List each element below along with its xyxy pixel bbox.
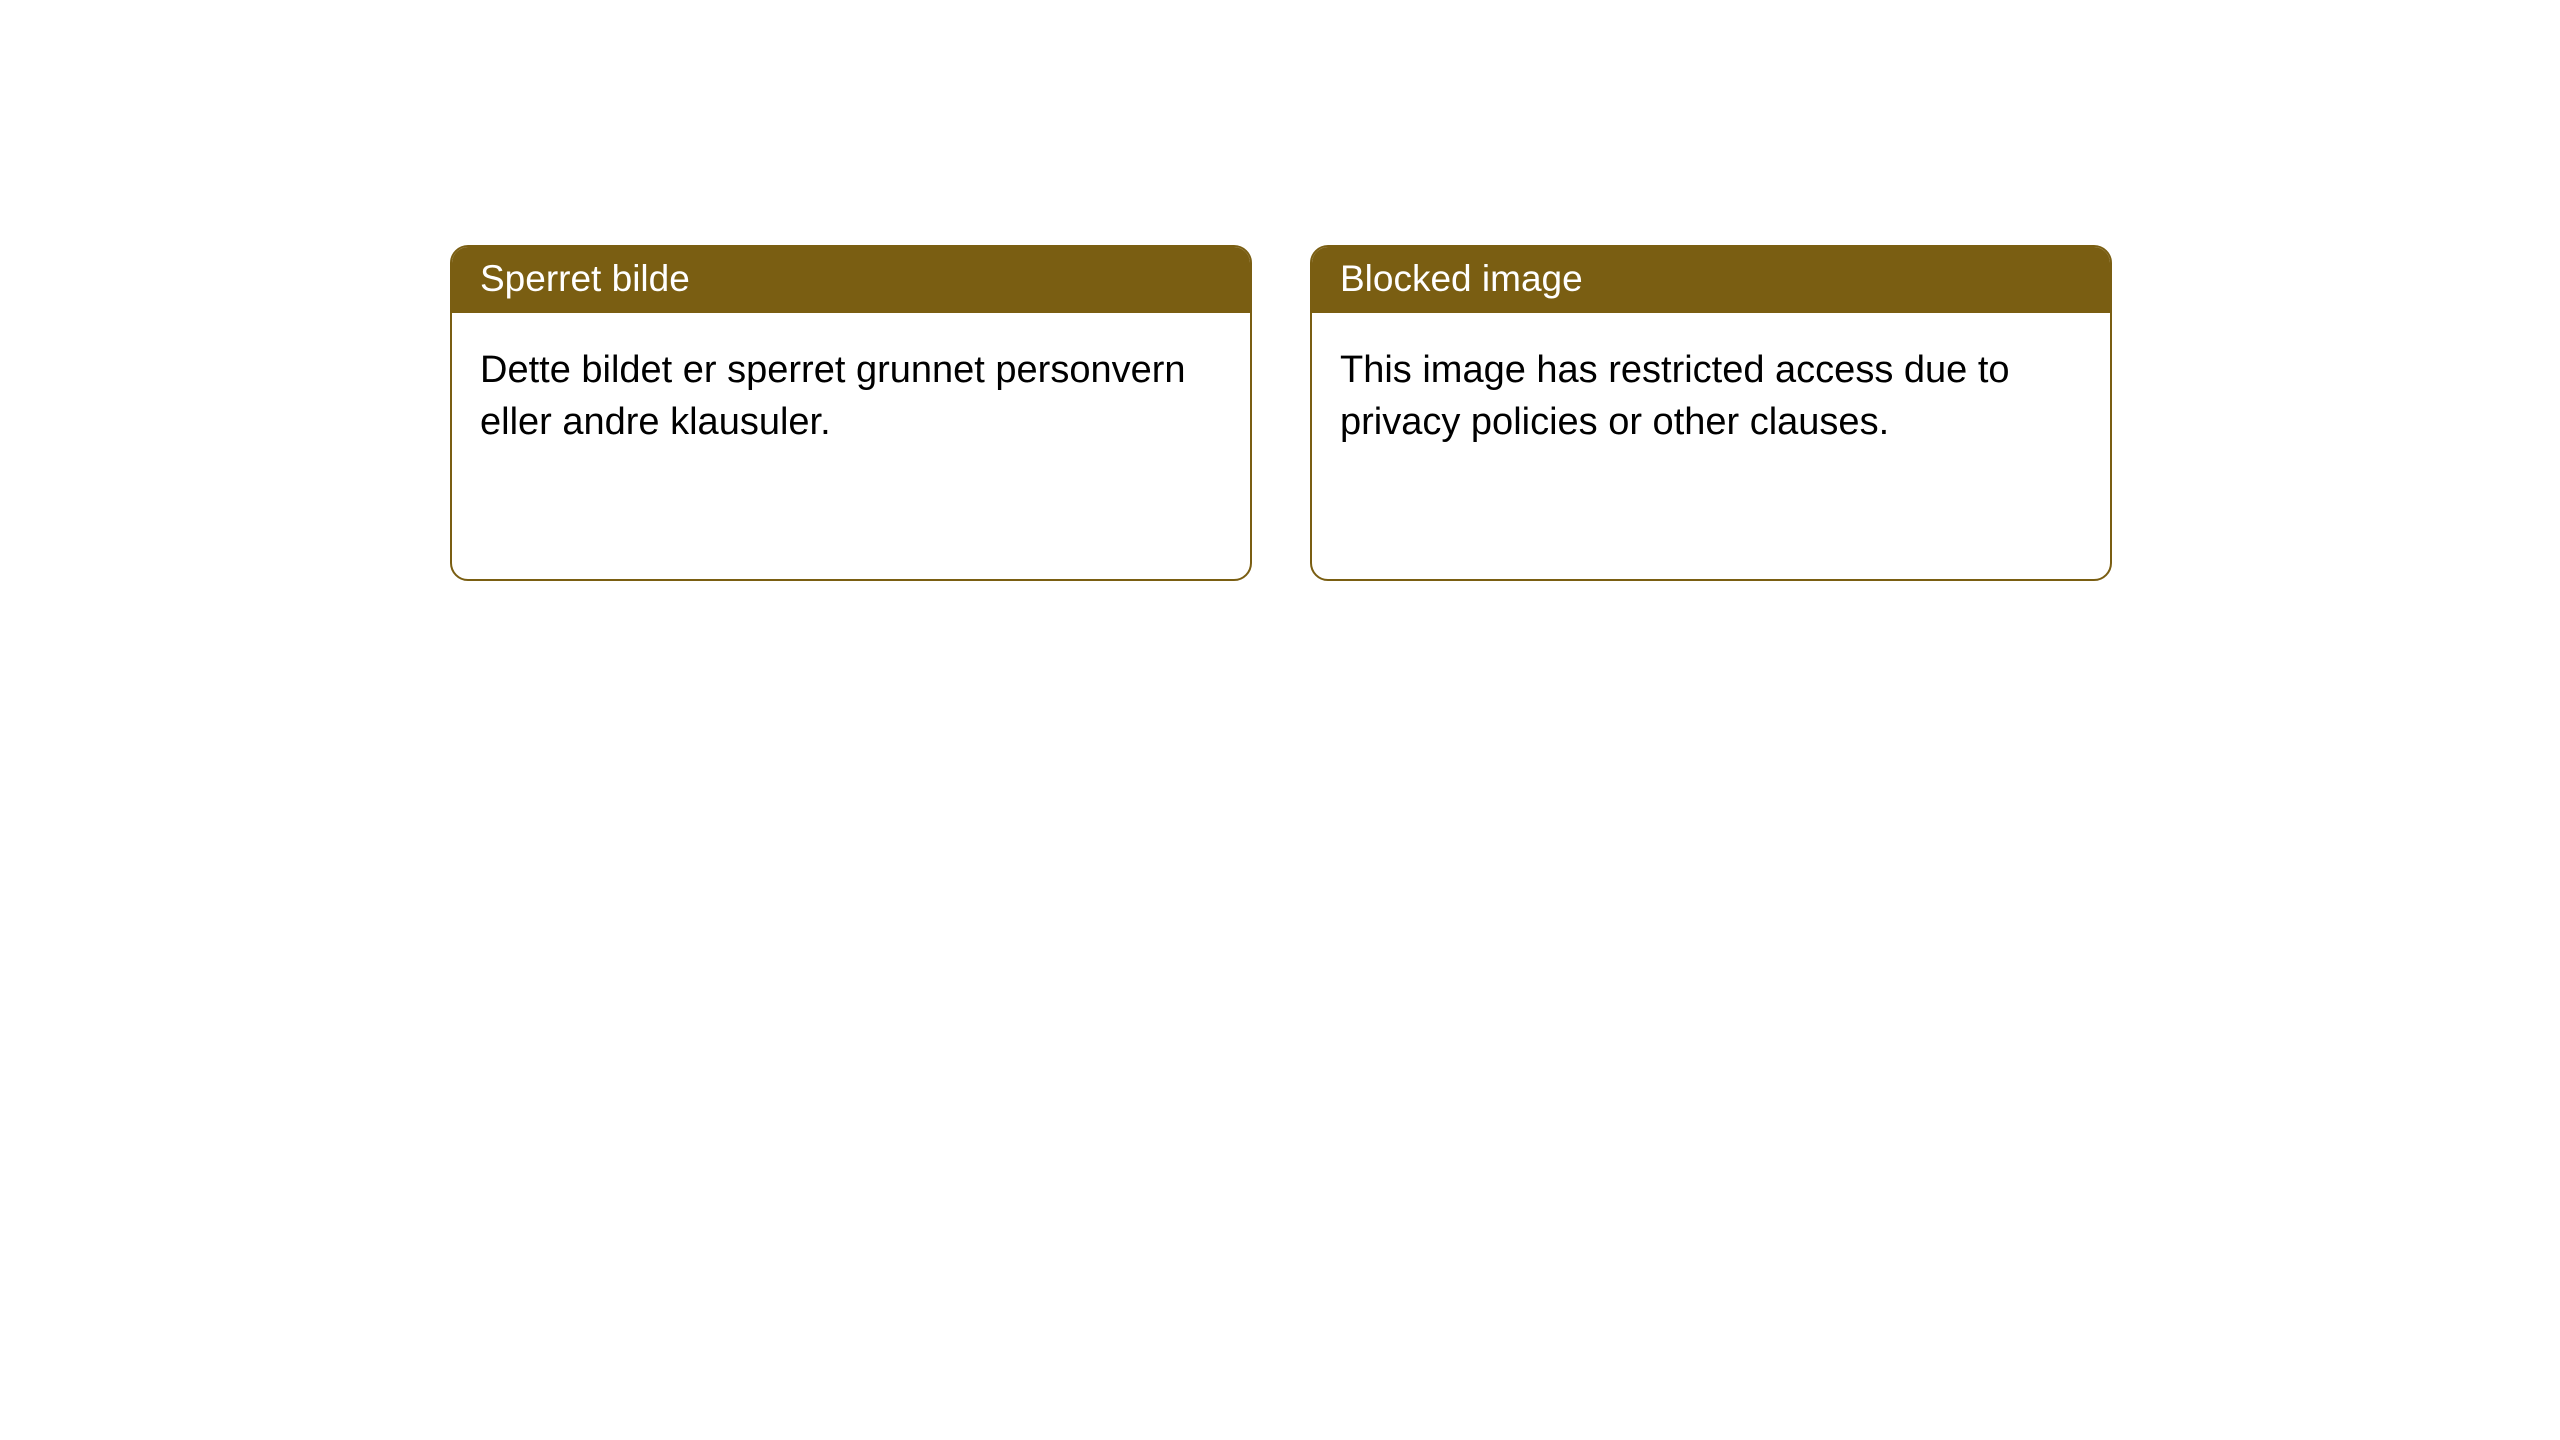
notice-body-norwegian: Dette bildet er sperret grunnet personve… xyxy=(452,313,1250,480)
notice-title-norwegian: Sperret bilde xyxy=(452,247,1250,313)
notice-body-english: This image has restricted access due to … xyxy=(1312,313,2110,480)
notice-card-english: Blocked image This image has restricted … xyxy=(1310,245,2112,581)
notice-container: Sperret bilde Dette bildet er sperret gr… xyxy=(450,245,2112,581)
notice-title-english: Blocked image xyxy=(1312,247,2110,313)
notice-card-norwegian: Sperret bilde Dette bildet er sperret gr… xyxy=(450,245,1252,581)
